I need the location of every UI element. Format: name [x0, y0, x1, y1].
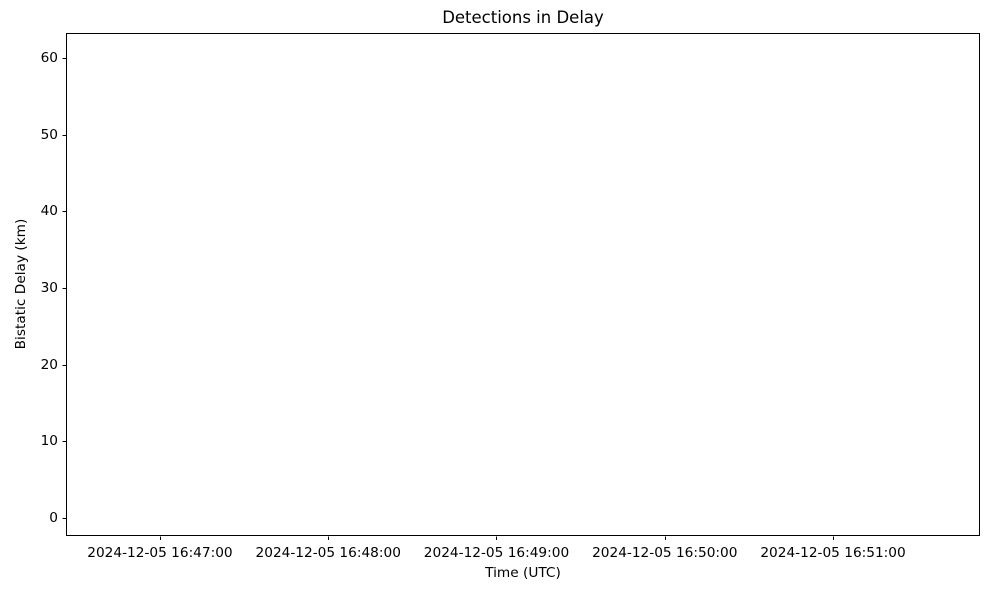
y-tick-label: 60 — [40, 49, 58, 66]
x-tick-label: 2024-12-05 16:50:00 — [592, 545, 738, 561]
plot-area — [66, 33, 980, 536]
x-tick-label: 2024-12-05 16:49:00 — [423, 545, 570, 561]
y-tick-label: 50 — [40, 126, 58, 143]
y-tick-label: 20 — [40, 356, 58, 373]
y-tick-label: 30 — [40, 279, 58, 296]
y-tick-label: 10 — [40, 433, 58, 450]
chart-title: Detections in Delay — [442, 8, 604, 27]
x-tick-label: 2024-12-05 16:48:00 — [255, 545, 401, 561]
y-tick-label: 0 — [49, 509, 58, 526]
x-tick-label: 2024-12-05 16:47:00 — [87, 545, 233, 561]
y-tick-label: 40 — [40, 203, 58, 220]
x-tick-label: 2024-12-05 16:51:00 — [760, 545, 906, 561]
x-axis-label: Time (UTC) — [485, 565, 561, 581]
